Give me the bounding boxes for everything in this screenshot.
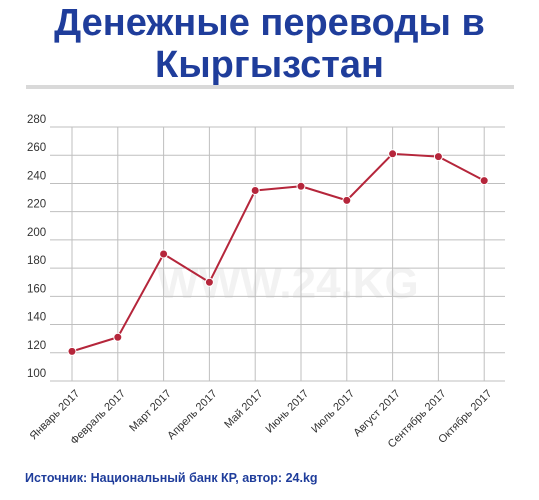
y-tick-label: 240 [27, 170, 46, 182]
y-tick-label: 160 [27, 283, 46, 295]
series [67, 149, 489, 356]
y-tick-label: 280 [27, 114, 46, 126]
y-tick-label: 100 [27, 368, 46, 380]
data-point [296, 181, 306, 191]
data-point [113, 332, 123, 342]
y-tick-label: 200 [27, 227, 46, 239]
data-point [250, 186, 260, 195]
data-point [342, 195, 352, 205]
y-tick-label: 260 [27, 142, 46, 154]
grid [50, 126, 505, 382]
data-point [204, 277, 214, 287]
x-tick-label: Июль 2017 [309, 388, 357, 436]
series-line [71, 152, 485, 353]
y-axis-ticks: 100 120 140 160 180 200 220 240 260 280 [27, 114, 46, 380]
x-tick-label: Март 2017 [127, 388, 174, 435]
data-point [159, 249, 169, 259]
data-point [433, 152, 443, 162]
data-point [479, 176, 489, 186]
title-divider [26, 85, 514, 89]
chart-title: Денежные переводы в Кыргызстан [54, 2, 485, 86]
y-tick-label: 180 [27, 255, 46, 267]
source-caption: Источник: Национальный банк КР, автор: 2… [25, 471, 318, 485]
y-tick-label: 140 [27, 312, 46, 324]
watermark: WWW.24.KG [157, 259, 419, 308]
data-point [388, 149, 398, 159]
y-tick-label: 120 [27, 340, 46, 352]
y-tick-label: 220 [27, 199, 46, 211]
x-tick-label: Июнь 2017 [263, 388, 311, 436]
x-tick-label: Май 2017 [222, 388, 265, 431]
data-point [67, 346, 77, 356]
